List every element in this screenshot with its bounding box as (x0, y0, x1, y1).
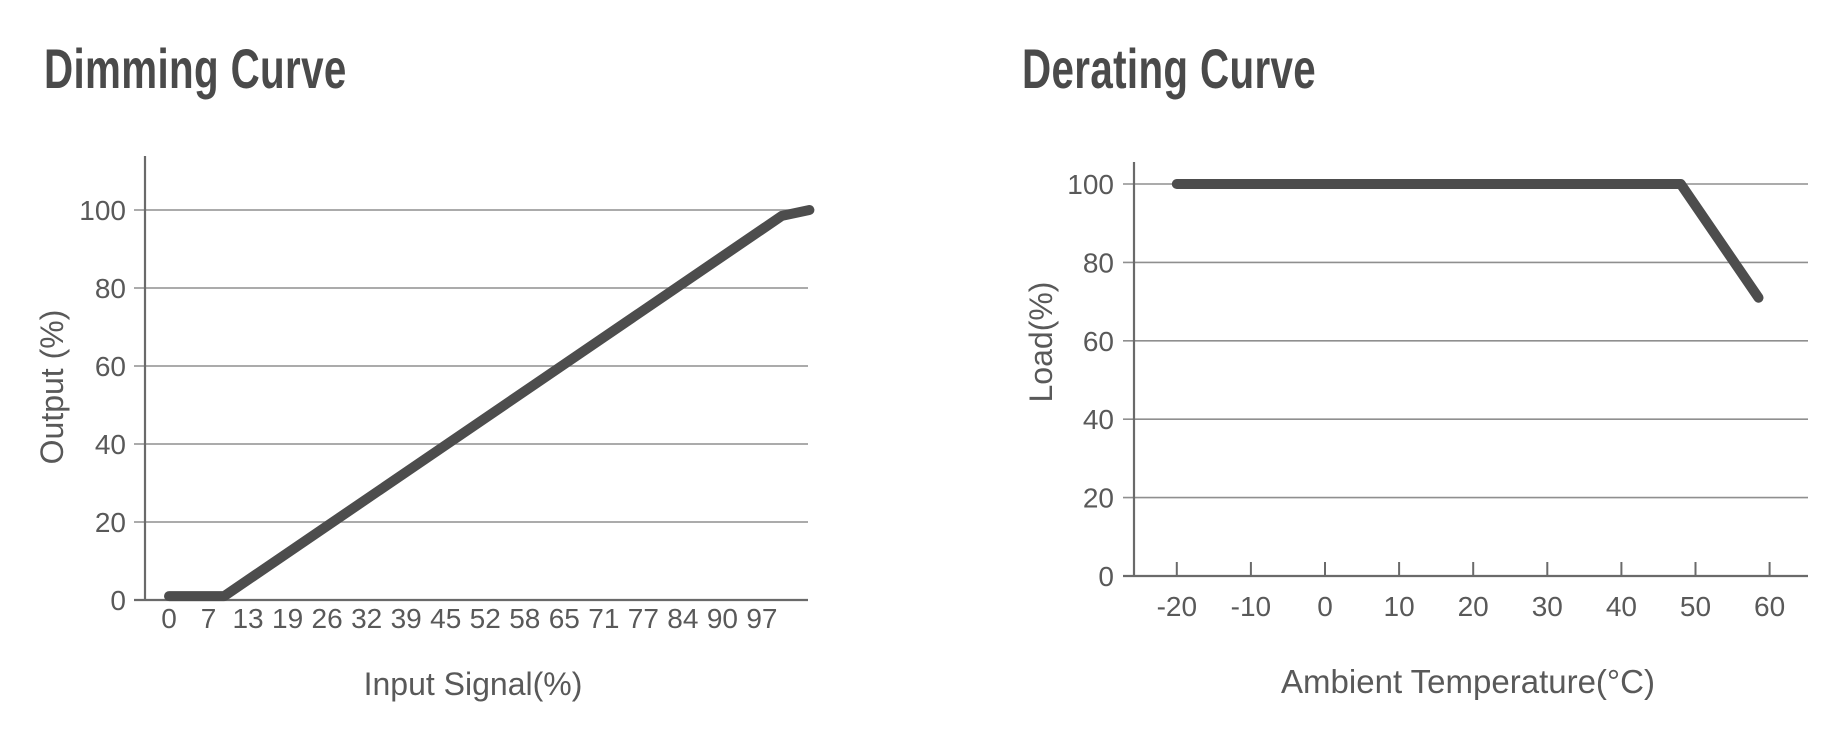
derating-chart-title: Derating Curve (1022, 37, 1317, 100)
x-tick-label: 71 (588, 603, 619, 634)
dimming-chart-title: Dimming Curve (44, 37, 347, 100)
x-tick-label: 97 (746, 603, 777, 634)
y-tick-label: 100 (1067, 169, 1114, 200)
y-tick-label: 60 (1083, 326, 1114, 357)
x-tick-label: 90 (707, 603, 738, 634)
x-tick-label: 13 (232, 603, 263, 634)
x-tick-label: 65 (549, 603, 580, 634)
y-tick-label: 60 (95, 351, 126, 382)
y-tick-label: 0 (1098, 561, 1114, 592)
curve-line (164, 205, 815, 602)
x-tick-label: 45 (430, 603, 461, 634)
y-tick-label: 40 (95, 429, 126, 460)
y-tick-label: 80 (1083, 247, 1114, 278)
y-axis-label: Output (%) (34, 310, 70, 465)
x-tick-label: 26 (312, 603, 343, 634)
x-tick-label: 10 (1384, 591, 1415, 622)
x-tick-label: 58 (509, 603, 540, 634)
x-tick-label: 84 (667, 603, 698, 634)
y-tick-label: 40 (1083, 404, 1114, 435)
x-tick-label: 60 (1754, 591, 1785, 622)
x-tick-label: 20 (1458, 591, 1489, 622)
x-tick-label: 0 (161, 603, 177, 634)
x-tick-label: 32 (351, 603, 382, 634)
x-tick-label: 50 (1680, 591, 1711, 622)
y-tick-label: 20 (95, 507, 126, 538)
y-tick-label: 0 (110, 585, 126, 616)
x-tick-label: 77 (628, 603, 659, 634)
x-tick-label: 7 (201, 603, 217, 634)
x-tick-label: 0 (1317, 591, 1333, 622)
y-tick-label: 80 (95, 273, 126, 304)
x-tick-label: -20 (1157, 591, 1197, 622)
x-tick-label: 40 (1606, 591, 1637, 622)
x-tick-label: 52 (470, 603, 501, 634)
derating-chart-plot: 0 20 40 60 80 100 -20 -10 0 10 20 30 40 50 60 Ambient T… (1023, 162, 1808, 700)
x-axis-label: Input Signal(%) (364, 666, 583, 702)
x-tick-label: -10 (1231, 591, 1271, 622)
x-axis-label: Ambient Temperature(°C) (1281, 663, 1655, 700)
y-tick-label: 100 (79, 195, 126, 226)
y-axis-label: Load(%) (1023, 282, 1059, 403)
x-tick-label: 19 (272, 603, 303, 634)
curve-line (1171, 179, 1764, 303)
x-tick-label: 30 (1532, 591, 1563, 622)
y-tick-label: 20 (1083, 483, 1114, 514)
x-tick-label: 39 (391, 603, 422, 634)
